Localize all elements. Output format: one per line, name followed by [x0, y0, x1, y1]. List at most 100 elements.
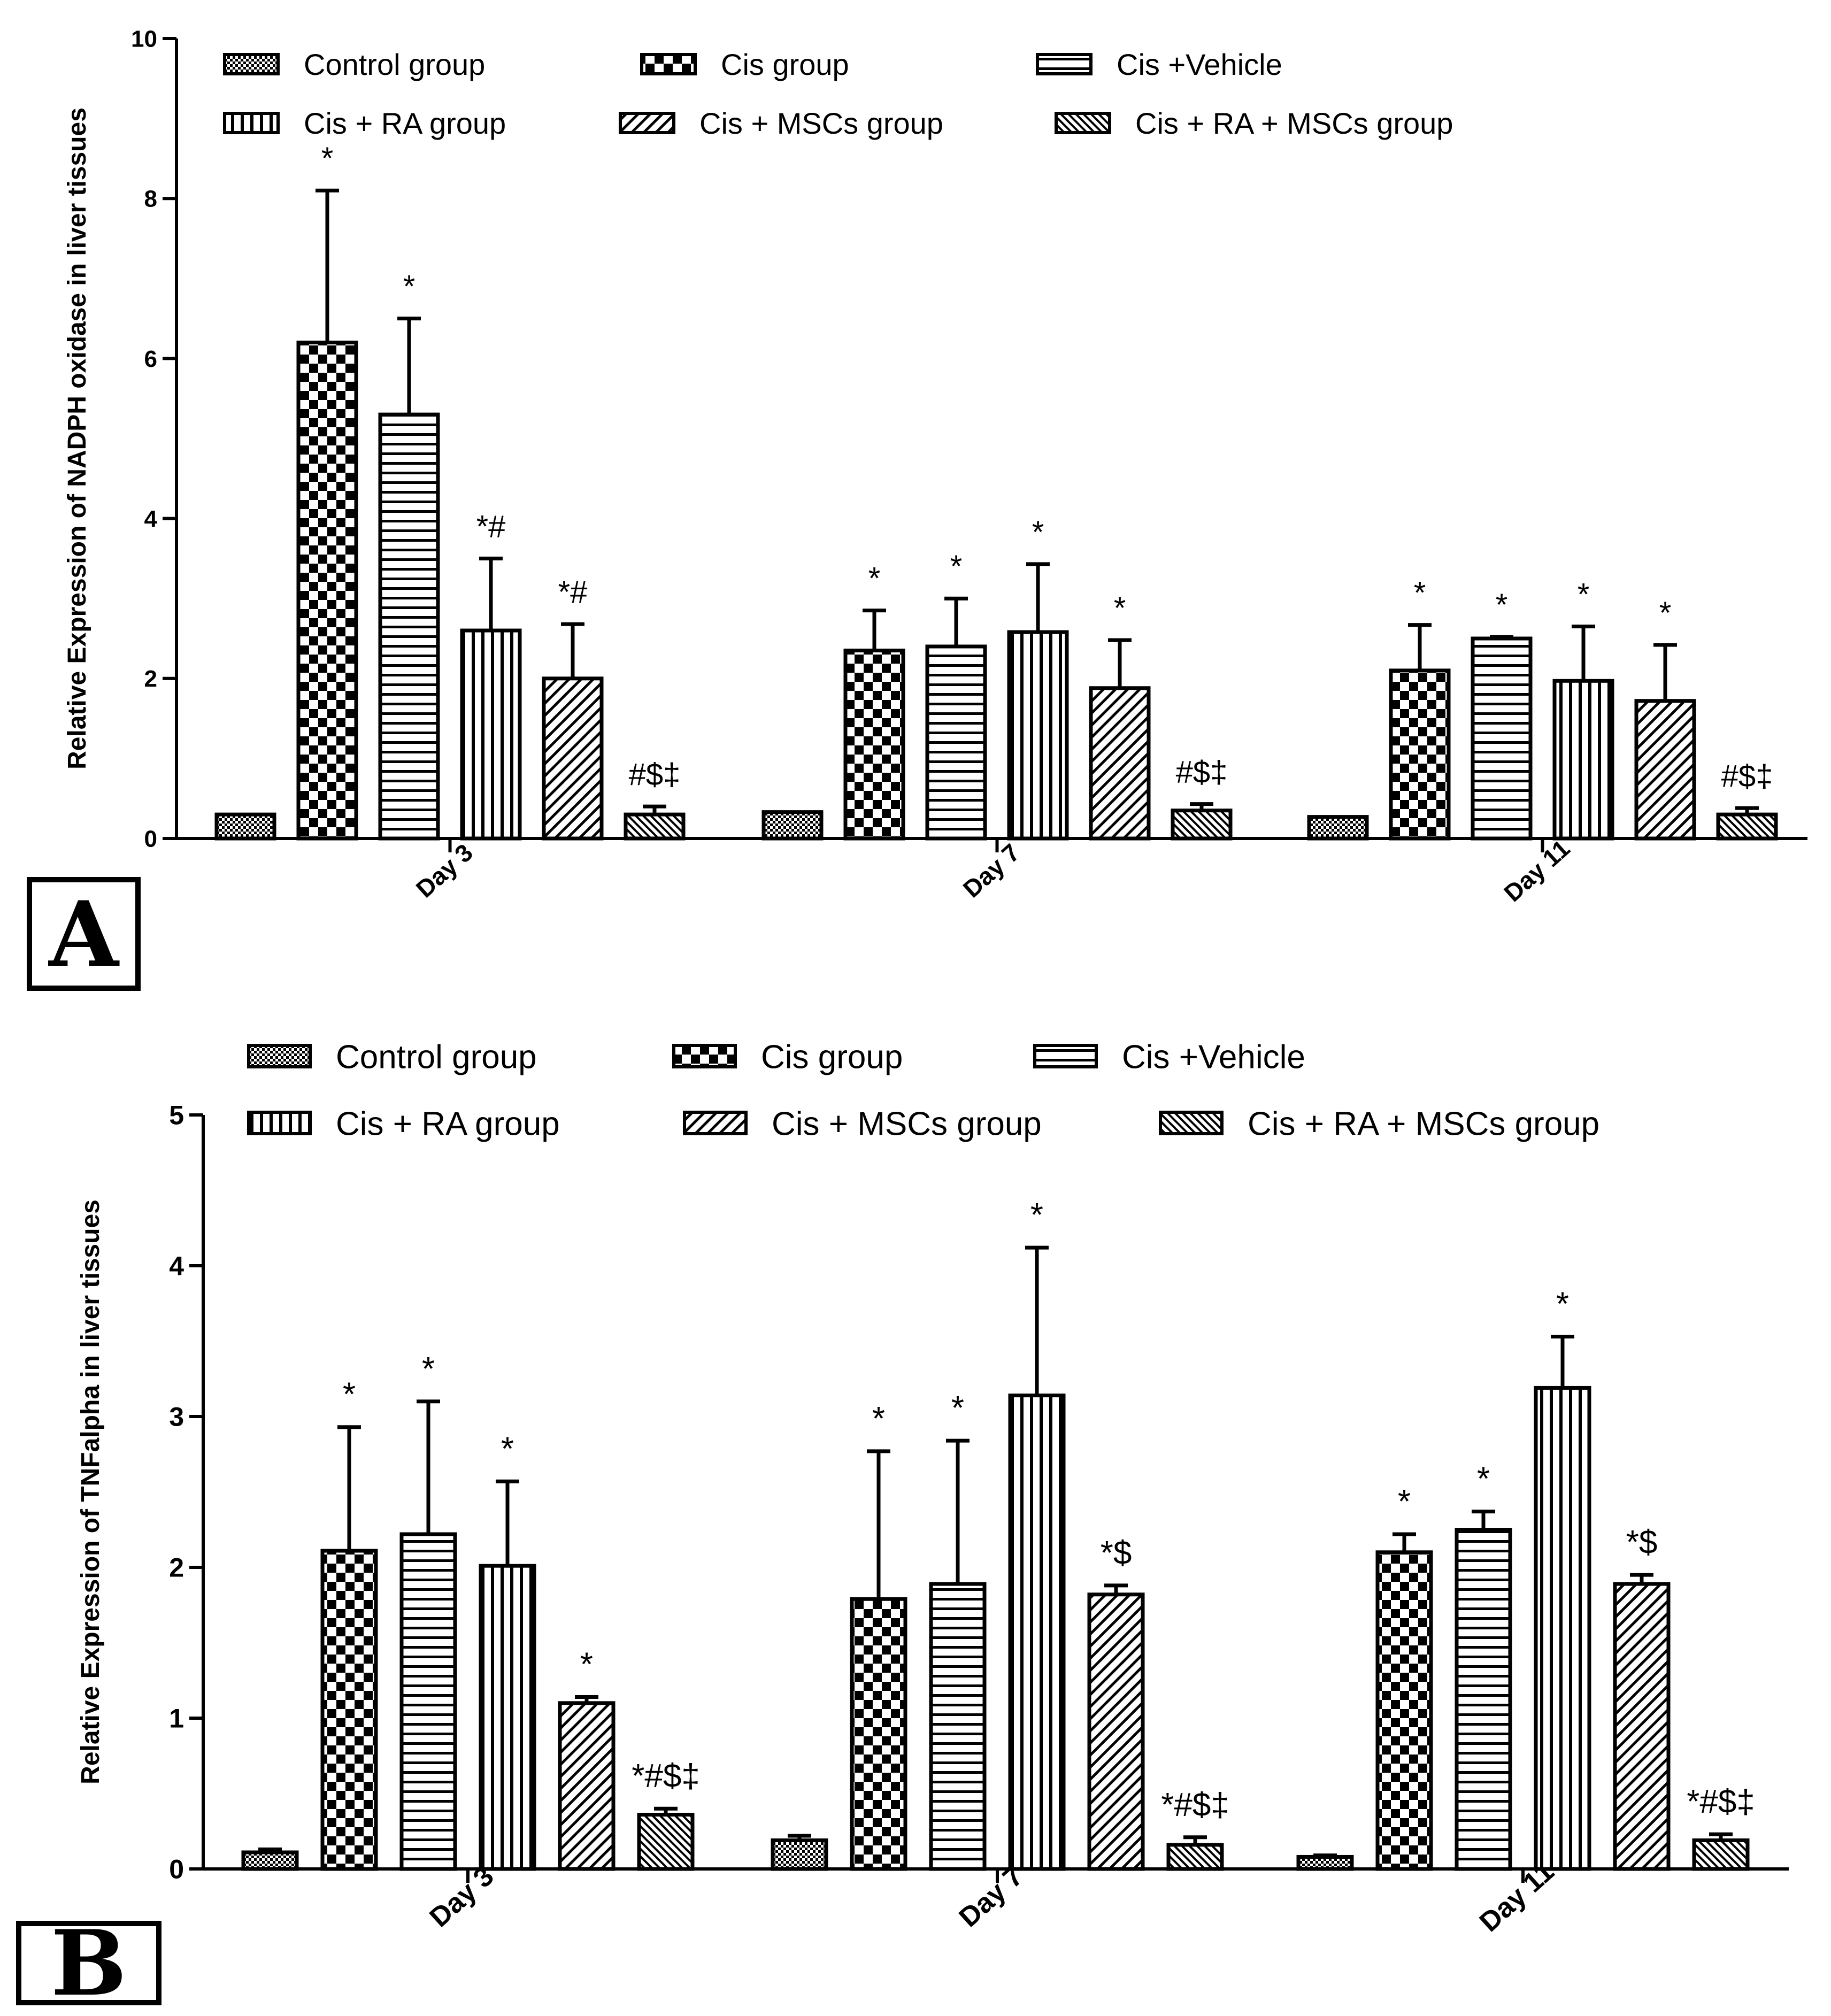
bar [929, 1582, 987, 1871]
legend-label: Control group [336, 1038, 537, 1075]
y-axis-label: Relative Expression of TNFalpha in liver… [76, 1199, 105, 1784]
bar [771, 1838, 828, 1871]
bar [1389, 668, 1451, 841]
bar [378, 412, 440, 841]
bar [1552, 679, 1614, 841]
bar [624, 812, 686, 841]
legend-swatch [1055, 112, 1111, 134]
legend-swatch [672, 1044, 737, 1068]
y-tick-label: 1 [169, 1704, 184, 1734]
significance-label: * [422, 1351, 435, 1388]
y-tick-label: 10 [131, 26, 157, 52]
significance-label: * [1032, 515, 1044, 550]
significance-label: * [1578, 578, 1590, 612]
category-label: Day 3 [411, 838, 478, 903]
bar [761, 810, 824, 841]
legend-label: Cis group [721, 48, 849, 81]
bar [479, 1564, 536, 1871]
category-label: Day 7 [958, 838, 1025, 903]
bar [1166, 1843, 1224, 1871]
y-tick-label: 2 [169, 1553, 184, 1583]
bar [1375, 1550, 1433, 1871]
category-label: Day 11 [1498, 834, 1575, 907]
legend-label: Cis group [761, 1038, 903, 1075]
bar [320, 1549, 378, 1871]
significance-label: * [1556, 1286, 1569, 1323]
significance-label: #$‡ [1721, 759, 1773, 794]
significance-label: *# [476, 509, 506, 544]
legend-swatch [223, 112, 280, 134]
chart-panel-a: 0 2 4 6 8 10 Relative Expression of NADPH oxid… [63, 26, 1807, 907]
significance-label: * [1030, 1197, 1043, 1234]
legend-label: Cis + MSCs group [772, 1105, 1042, 1142]
legend-label: Cis +Vehicle [1122, 1038, 1305, 1075]
bar [1007, 630, 1069, 841]
bar [241, 1850, 299, 1871]
significance-label: #$‡ [1176, 755, 1228, 790]
y-tick-label: 2 [144, 666, 157, 692]
bar [925, 644, 987, 841]
bar [1692, 1838, 1750, 1871]
significance-label: *#$‡ [632, 1758, 700, 1795]
legend-swatch [247, 1111, 312, 1135]
bar [1171, 809, 1233, 841]
bar [1634, 699, 1696, 841]
bar [1471, 636, 1533, 841]
category-label: Day 3 [424, 1860, 500, 1933]
bar [1613, 1582, 1671, 1871]
significance-label: * [501, 1430, 514, 1467]
significance-label: * [1398, 1483, 1411, 1520]
y-tick-label: 3 [169, 1402, 184, 1432]
bar [843, 648, 905, 841]
significance-label: * [343, 1376, 356, 1413]
bar [558, 1701, 616, 1871]
legend-label: Cis + RA + MSCs group [1135, 106, 1453, 140]
legend-swatch [619, 112, 675, 134]
significance-label: * [1496, 588, 1508, 622]
bar [399, 1532, 457, 1871]
panel-label-a: A [27, 877, 141, 991]
significance-label: * [403, 270, 416, 304]
bar [1089, 686, 1151, 841]
significance-label: *#$‡ [1161, 1787, 1229, 1823]
bar [1307, 815, 1369, 841]
legend-swatch [223, 53, 280, 75]
y-axis-label: Relative Expression of NADPH oxidase in … [63, 107, 91, 770]
significance-label: *# [558, 575, 588, 610]
significance-label: * [872, 1401, 885, 1437]
legend-label: Cis + MSCs group [699, 106, 943, 140]
significance-label: *$ [1101, 1535, 1132, 1572]
significance-label: * [1659, 596, 1672, 630]
y-tick-label: 5 [169, 1101, 184, 1130]
legend-swatch [683, 1111, 748, 1135]
y-tick-label: 0 [169, 1855, 184, 1884]
significance-label: * [321, 141, 334, 176]
bar [1087, 1592, 1145, 1871]
significance-label: * [1477, 1461, 1490, 1498]
chart-panel-b: 0 1 2 3 4 5 Relative Expression of TNFalpha in… [76, 1038, 1789, 1938]
bar [1455, 1528, 1512, 1871]
bar [542, 676, 604, 841]
legend-label: Cis + RA group [336, 1105, 560, 1142]
category-label: Day 7 [953, 1860, 1029, 1933]
bar [214, 812, 276, 841]
legend-swatch [1036, 53, 1093, 75]
bar [1008, 1394, 1066, 1871]
legend-swatch [640, 53, 697, 75]
y-tick-label: 6 [144, 346, 157, 372]
bar [1534, 1386, 1591, 1871]
significance-label: * [868, 561, 881, 596]
panel-label-b: B [16, 1910, 161, 2016]
bar [850, 1597, 907, 1871]
legend-label: Cis + RA group [304, 106, 506, 140]
significance-label: * [1414, 576, 1426, 611]
bar [1296, 1855, 1354, 1871]
y-tick-label: 8 [144, 186, 157, 212]
legend-swatch [247, 1044, 312, 1068]
bar [637, 1812, 695, 1871]
bar [296, 340, 358, 841]
legend-label: Cis + RA + MSCs group [1248, 1105, 1599, 1142]
significance-label: * [950, 549, 963, 584]
significance-label: *$ [1626, 1524, 1658, 1561]
